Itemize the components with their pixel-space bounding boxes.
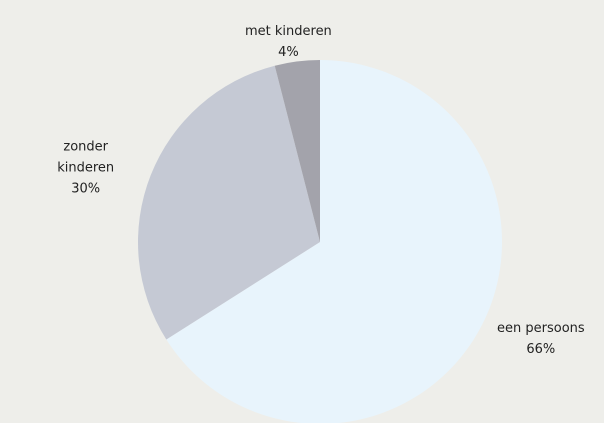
category-label: met kinderen (244, 23, 332, 39)
slice-label: een persoons 66% (495, 318, 587, 360)
category-label: een persoons (497, 321, 585, 337)
pie-slice (166, 60, 502, 423)
pie-slice (137, 65, 320, 340)
slice-label: zonder kinderen 30% (40, 136, 132, 199)
value-label: 66% (526, 342, 556, 358)
value-label: 4% (278, 44, 299, 60)
category-label: zonder kinderen (57, 139, 115, 176)
slice-label: met kinderen 4% (242, 21, 334, 63)
pie-slice (274, 60, 320, 242)
value-label: 30% (71, 181, 101, 197)
